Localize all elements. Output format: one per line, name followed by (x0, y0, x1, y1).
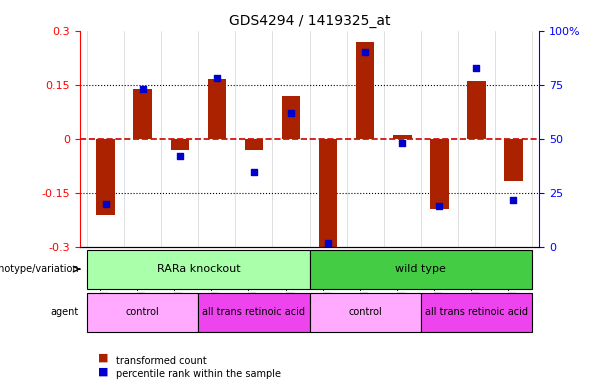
Bar (245, 139, 263, 150)
Text: agent: agent (51, 308, 79, 318)
Point (323, 240, 333, 246)
Text: all trans retinoic acid: all trans retinoic acid (425, 308, 528, 318)
Text: ■: ■ (98, 366, 109, 376)
Text: all trans retinoic acid: all trans retinoic acid (202, 308, 305, 318)
Bar (208, 79, 226, 139)
Point (175, 153, 185, 159)
Bar (134, 88, 152, 139)
Bar (319, 139, 337, 251)
Text: genotype/variation: genotype/variation (0, 264, 79, 274)
Point (286, 110, 296, 116)
FancyBboxPatch shape (421, 293, 532, 332)
Point (138, 86, 148, 92)
Bar (430, 139, 449, 210)
Point (360, 49, 370, 55)
Bar (170, 139, 189, 150)
Point (435, 203, 444, 209)
Bar (356, 41, 375, 139)
FancyBboxPatch shape (310, 293, 421, 332)
Bar (504, 139, 523, 180)
FancyBboxPatch shape (87, 293, 199, 332)
Text: ■: ■ (98, 353, 109, 363)
Bar (96, 139, 115, 215)
Text: control: control (348, 308, 382, 318)
Bar (467, 81, 485, 139)
FancyBboxPatch shape (199, 293, 310, 332)
Point (509, 197, 519, 203)
Bar (393, 136, 411, 139)
Point (212, 75, 222, 81)
Point (471, 65, 481, 71)
Bar (282, 96, 300, 139)
Text: percentile rank within the sample: percentile rank within the sample (116, 369, 281, 379)
Text: wild type: wild type (395, 264, 446, 274)
Text: transformed count: transformed count (116, 356, 207, 366)
Text: control: control (126, 308, 159, 318)
Point (101, 201, 110, 207)
Point (397, 140, 407, 146)
FancyBboxPatch shape (310, 250, 532, 289)
Text: RARa knockout: RARa knockout (156, 264, 240, 274)
FancyBboxPatch shape (87, 250, 310, 289)
Title: GDS4294 / 1419325_at: GDS4294 / 1419325_at (229, 14, 390, 28)
Point (249, 169, 259, 175)
